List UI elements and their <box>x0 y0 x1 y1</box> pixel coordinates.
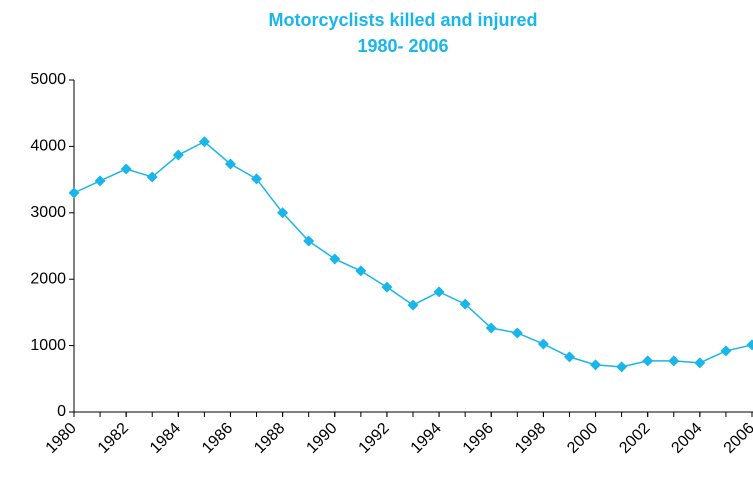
x-tick-label: 1984 <box>147 420 184 457</box>
data-point <box>277 207 289 219</box>
data-point <box>642 355 654 367</box>
data-point <box>198 136 210 148</box>
data-point <box>668 355 680 367</box>
data-point <box>720 345 732 357</box>
x-tick-label: 1996 <box>460 420 497 457</box>
x-tick-label: 2004 <box>668 420 705 457</box>
data-point <box>485 322 497 334</box>
data-point <box>224 158 236 170</box>
y-tick-label: 0 <box>57 403 66 420</box>
x-tick-label: 1980 <box>43 420 80 457</box>
data-point <box>407 299 419 311</box>
data-point <box>251 173 263 185</box>
x-tick-label: 2006 <box>721 420 753 457</box>
x-tick-label: 1992 <box>356 420 393 457</box>
y-tick-label: 4000 <box>30 138 66 155</box>
data-point <box>146 171 158 183</box>
data-point <box>537 338 549 350</box>
data-point <box>433 286 445 298</box>
data-point <box>694 357 706 369</box>
y-tick-label: 2000 <box>30 270 66 287</box>
data-point <box>94 175 106 187</box>
data-point <box>563 351 575 363</box>
chart-subtitle: 1980- 2006 <box>357 36 448 56</box>
data-point <box>511 327 523 339</box>
data-point <box>68 187 80 199</box>
data-point <box>590 359 602 371</box>
data-point <box>303 235 315 247</box>
chart-title: Motorcyclists killed and injured <box>268 10 537 30</box>
x-tick-label: 2000 <box>564 420 601 457</box>
x-tick-label: 2002 <box>616 420 653 457</box>
x-tick-label: 1988 <box>251 420 288 457</box>
data-point <box>746 339 753 351</box>
series-line <box>73 140 753 368</box>
x-tick-label: 1998 <box>512 420 549 457</box>
x-tick-label: 1994 <box>408 420 445 457</box>
x-tick-label: 1986 <box>199 420 236 457</box>
y-tick-label: 3000 <box>30 204 66 221</box>
data-point <box>120 163 132 175</box>
x-tick-label: 1982 <box>95 420 132 457</box>
data-point <box>329 253 341 265</box>
data-point <box>381 281 393 293</box>
data-point <box>459 298 471 310</box>
y-tick-label: 5000 <box>30 71 66 88</box>
y-tick-label: 1000 <box>30 337 66 354</box>
data-point <box>616 361 628 373</box>
data-point <box>172 149 184 161</box>
x-tick-label: 1990 <box>303 420 340 457</box>
data-point <box>355 265 367 277</box>
